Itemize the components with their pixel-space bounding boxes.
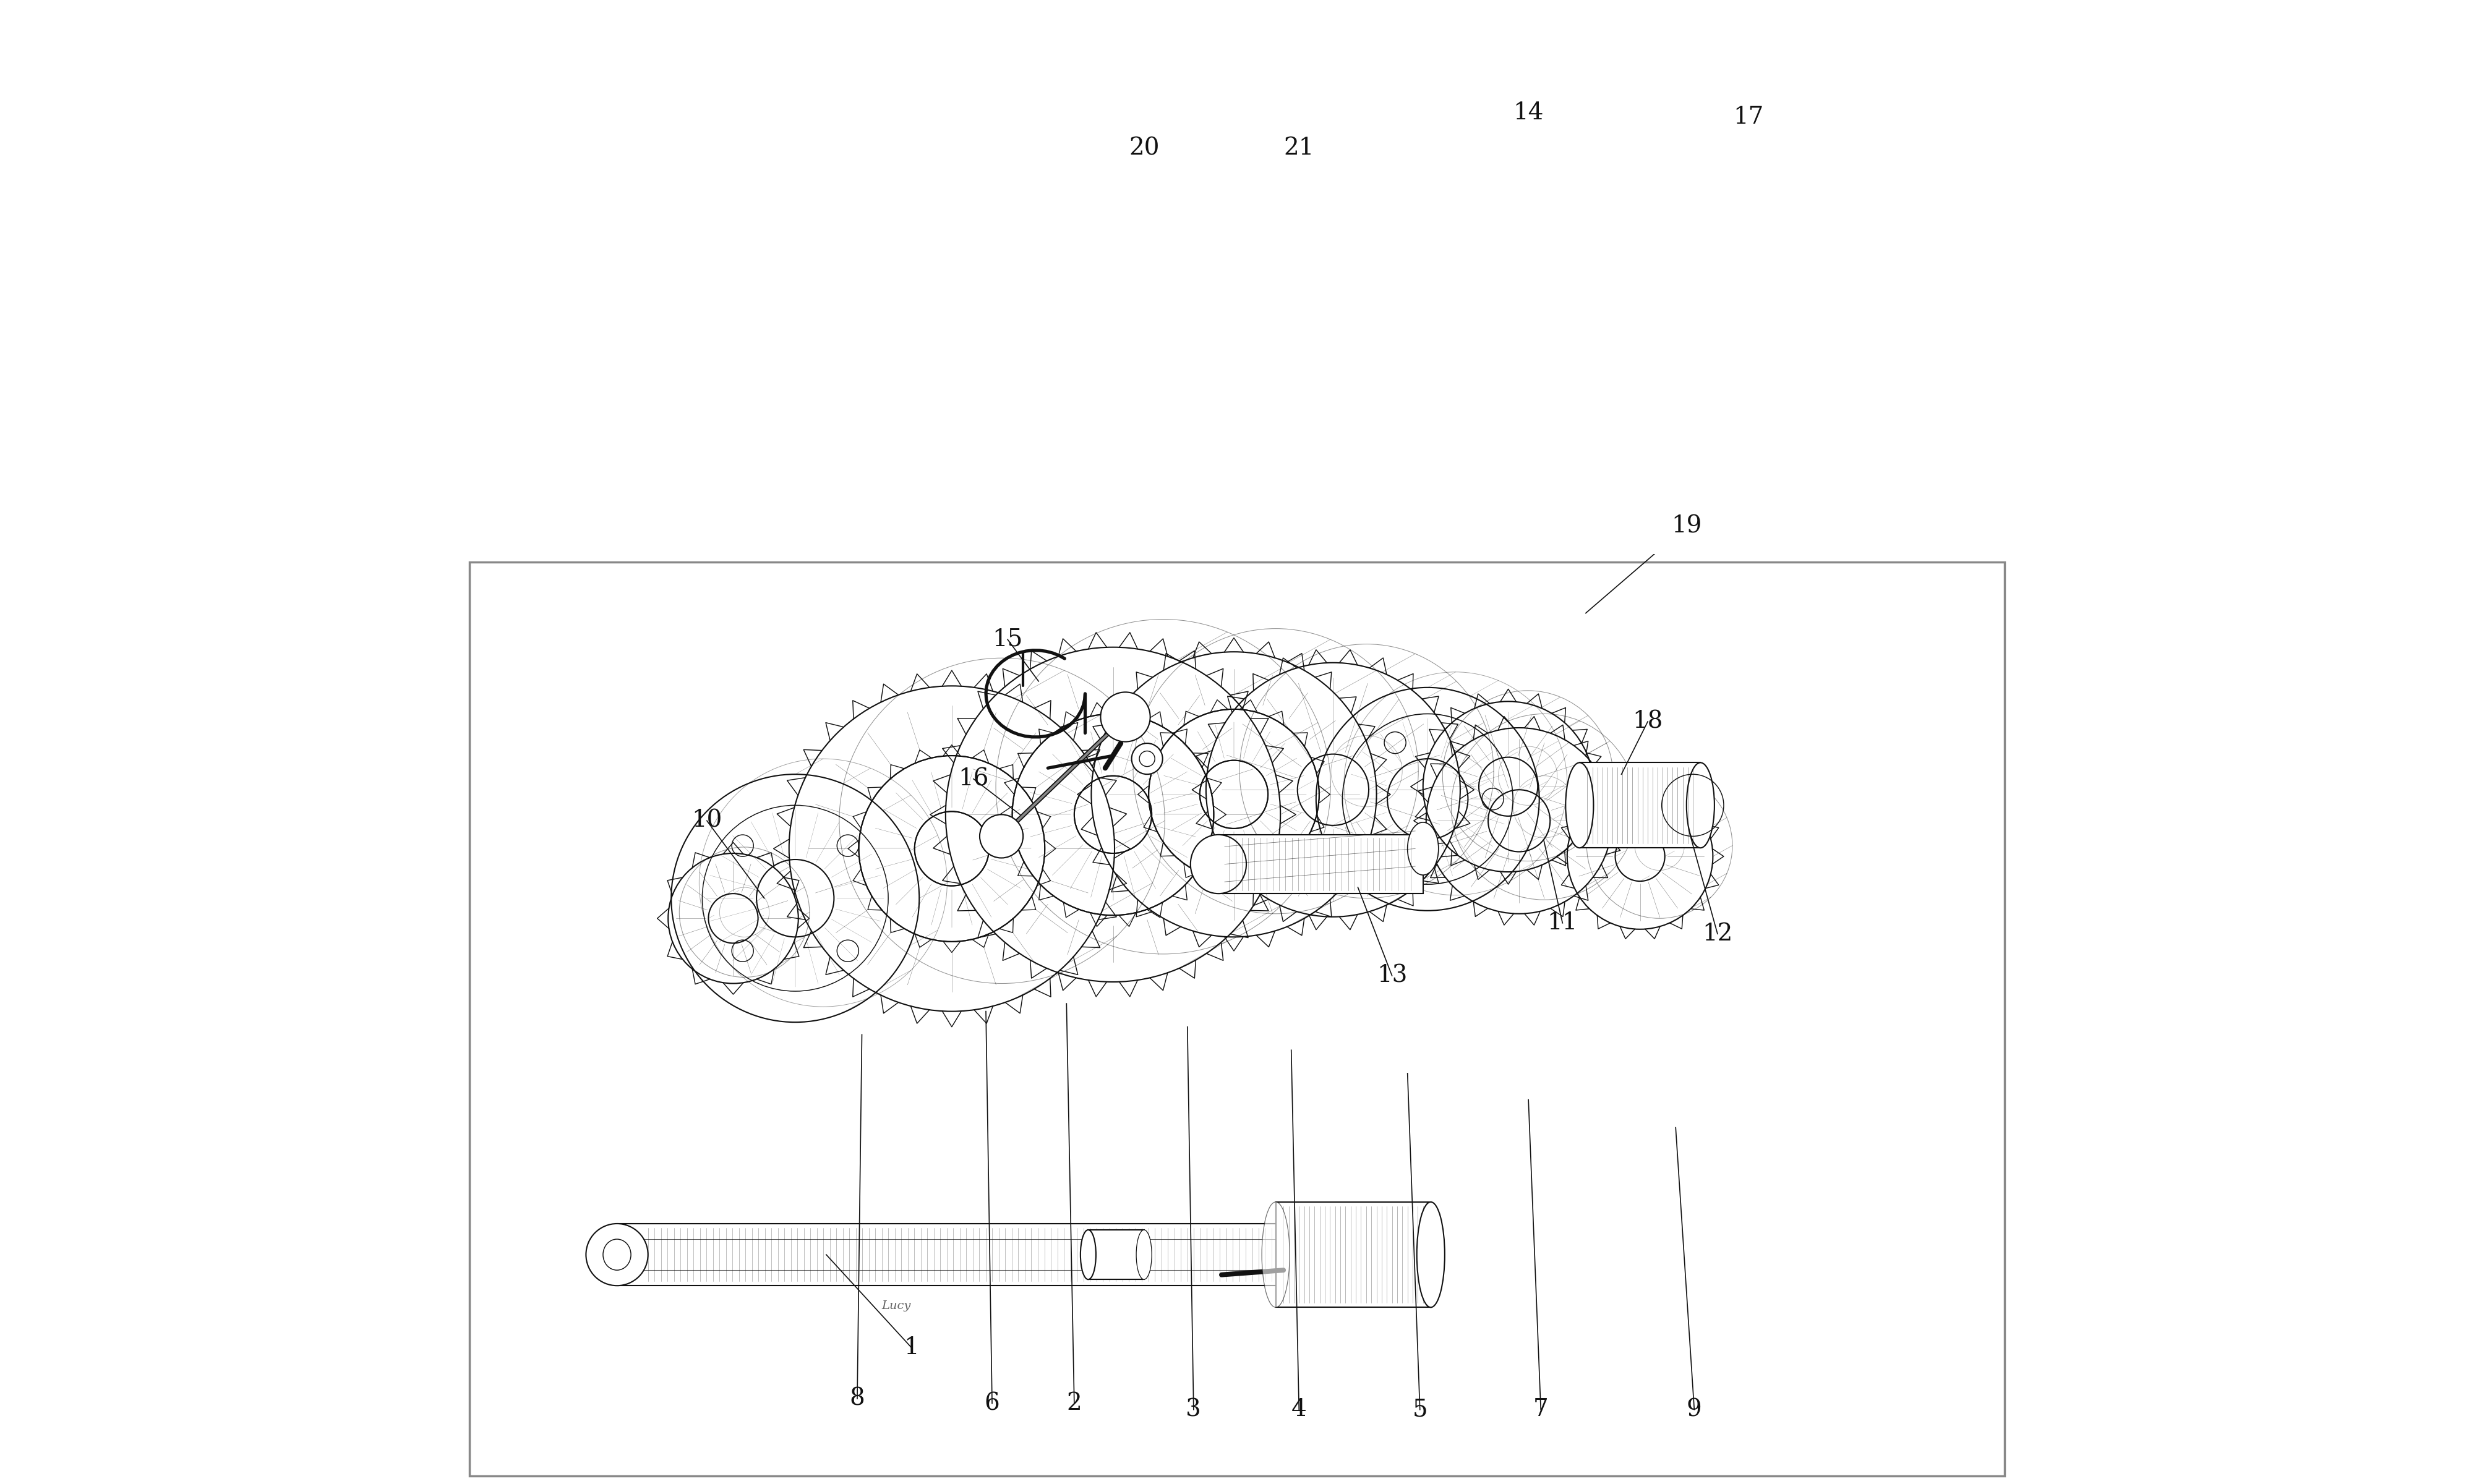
Ellipse shape: [1566, 763, 1593, 847]
Circle shape: [1101, 692, 1150, 742]
Text: 5: 5: [1413, 1398, 1427, 1422]
Text: 1: 1: [903, 1336, 920, 1359]
Text: 19: 19: [1672, 515, 1702, 537]
Text: 3: 3: [1185, 1398, 1202, 1422]
Text: 2: 2: [1066, 1392, 1081, 1414]
Text: 14: 14: [1514, 101, 1544, 125]
Text: 9: 9: [1687, 1398, 1702, 1422]
Text: 16: 16: [957, 767, 990, 791]
Ellipse shape: [1408, 822, 1437, 876]
Ellipse shape: [1136, 1230, 1153, 1279]
FancyBboxPatch shape: [1578, 763, 1700, 847]
Text: 18: 18: [1633, 711, 1663, 733]
FancyBboxPatch shape: [1089, 1230, 1143, 1279]
Text: 7: 7: [1534, 1398, 1549, 1422]
Ellipse shape: [1418, 1202, 1445, 1307]
FancyBboxPatch shape: [1217, 834, 1423, 893]
Text: 13: 13: [1376, 965, 1408, 987]
Text: 15: 15: [992, 628, 1022, 651]
FancyBboxPatch shape: [616, 1224, 1353, 1285]
Circle shape: [1131, 743, 1163, 775]
Text: 17: 17: [1734, 105, 1764, 129]
Text: 21: 21: [1284, 137, 1314, 160]
Ellipse shape: [1687, 763, 1714, 847]
Ellipse shape: [1081, 1230, 1096, 1279]
Text: 6: 6: [985, 1392, 999, 1414]
Text: 8: 8: [849, 1388, 866, 1410]
Text: Lucy: Lucy: [881, 1300, 910, 1312]
Text: 10: 10: [693, 809, 722, 833]
Text: 20: 20: [1128, 137, 1160, 160]
Text: 12: 12: [1702, 923, 1732, 945]
Text: 4: 4: [1291, 1398, 1306, 1422]
FancyBboxPatch shape: [1277, 1202, 1430, 1307]
Ellipse shape: [586, 1224, 648, 1285]
Text: 11: 11: [1546, 911, 1578, 935]
Ellipse shape: [1262, 1202, 1289, 1307]
Circle shape: [980, 815, 1024, 858]
Ellipse shape: [1190, 834, 1247, 893]
